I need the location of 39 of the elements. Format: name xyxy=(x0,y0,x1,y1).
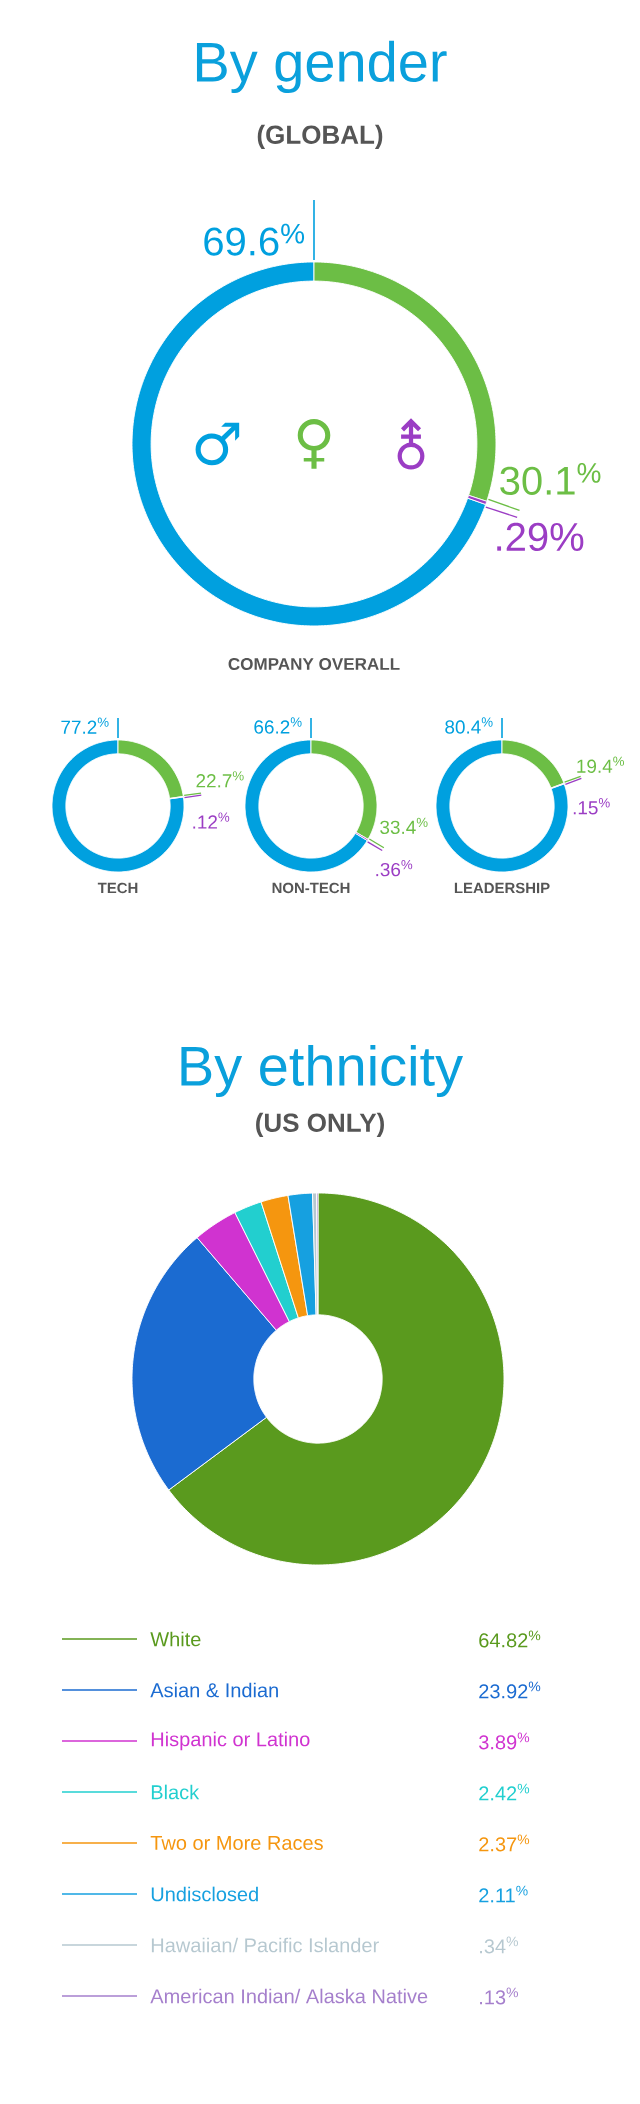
legend-label: Undisclosed xyxy=(151,1886,258,1902)
data-label: 64.82$^{%}$ xyxy=(479,1630,541,1648)
data-label: 80.4$^{%}$ xyxy=(445,717,493,734)
data-label: 2.11$^{%}$ xyxy=(479,1885,528,1903)
chart-title: By gender xyxy=(196,40,447,94)
data-label: .29% xyxy=(497,522,584,552)
text: LEADERSHIP xyxy=(454,882,550,894)
data-label: .34$^{%}$ xyxy=(480,1936,519,1954)
data-label: 69.6$^{%}$ xyxy=(204,223,305,256)
data-label: 77.2$^{%}$ xyxy=(61,717,109,734)
chart-subtitle: (GLOBAL) xyxy=(257,124,383,150)
legend-label: White xyxy=(150,1631,201,1647)
data-label: .13$^{%}$ xyxy=(480,1987,519,2005)
data-label: 33.4$^{%}$ xyxy=(380,817,428,835)
data-label: .15$^{%}$ xyxy=(573,798,610,815)
data-label: .36$^{%}$ xyxy=(376,859,413,877)
chart-subtitle: (US ONLY) xyxy=(256,1112,384,1138)
legend-label: American Indian/ Alaska Native xyxy=(150,1988,428,2004)
legend-label: Hispanic or Latino xyxy=(151,1731,310,1751)
text: TECH xyxy=(97,882,138,894)
text: NON-TECH xyxy=(272,882,350,894)
data-label: 23.92$^{%}$ xyxy=(479,1681,541,1699)
data-label: 2.42$^{%}$ xyxy=(479,1783,530,1801)
data-label: 2.37$^{%}$ xyxy=(479,1834,530,1852)
legend-label: Hawaiian/ Pacific Islander xyxy=(151,1937,379,1953)
text: ♂ xyxy=(195,422,240,466)
chart-title: By ethnicity xyxy=(181,1044,463,1098)
legend-label: Asian & Indian xyxy=(150,1682,278,1698)
text: ⚨ xyxy=(397,418,425,470)
legend-label: Black xyxy=(151,1784,200,1800)
data-label: 22.7$^{%}$ xyxy=(196,771,244,788)
data-label: 66.2$^{%}$ xyxy=(254,717,302,734)
data-label: 19.4$^{%}$ xyxy=(577,756,625,773)
data-label: .12$^{%}$ xyxy=(193,812,230,829)
text: ♀ xyxy=(297,419,331,469)
data-label: 3.89$^{%}$ xyxy=(479,1732,530,1750)
legend-label: Two or More Races xyxy=(150,1836,323,1850)
data-label: 30.1$^{%}$ xyxy=(500,463,601,495)
text: COMPANY OVERALL xyxy=(228,657,400,671)
